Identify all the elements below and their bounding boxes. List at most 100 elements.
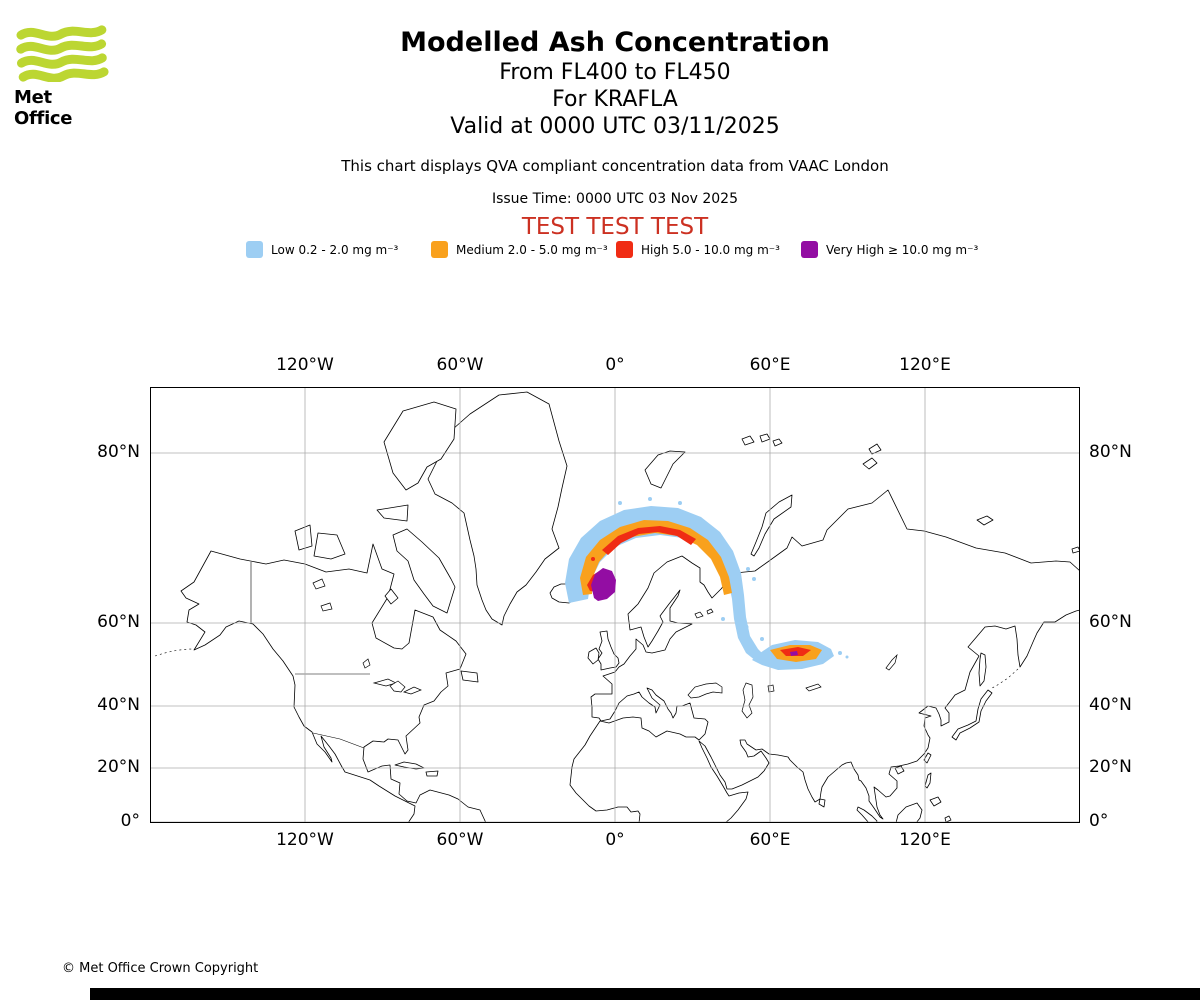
ash-veryhigh-blob-east	[790, 651, 798, 656]
landmass-luzon	[924, 772, 932, 789]
legend-swatch-medium	[431, 241, 448, 258]
lon-tick-top-0: 120°W	[276, 355, 334, 375]
ash-low-speckle	[743, 624, 749, 630]
landmass-sri-lanka	[818, 798, 826, 808]
world-map	[150, 387, 1081, 824]
landmass-taiwan	[923, 752, 932, 764]
landmass-halmahera	[944, 815, 952, 823]
lon-tick-bottom-3: 60°E	[749, 830, 791, 850]
borders	[154, 562, 1019, 749]
issue-time: Issue Time: 0000 UTC 03 Nov 2025	[491, 191, 739, 207]
lat-tick-left-4: 0°	[120, 811, 140, 831]
legend-swatch-veryhigh	[801, 241, 818, 258]
ash-low-speckle	[618, 501, 622, 505]
ash-low-speckle	[678, 501, 682, 505]
lake-winnipeg	[362, 658, 371, 669]
ash-high-crest	[602, 526, 696, 555]
lat-tick-right-1: 60°N	[1089, 612, 1132, 632]
landmass-hainan	[894, 765, 905, 775]
landmass-devon-island	[376, 504, 409, 522]
landmass-ellesmere	[383, 401, 457, 491]
legend-label-low: Low 0.2 - 2.0 mg m⁻³	[271, 242, 399, 257]
landmass-britain	[597, 630, 620, 671]
lake-erie-ontario	[403, 686, 422, 695]
lat-tick-left-1: 60°N	[97, 612, 140, 632]
landmass-americas	[180, 543, 487, 824]
bottom-bar	[90, 988, 1200, 1000]
border-us-mexico	[312, 732, 365, 749]
legend-label-medium: Medium 2.0 - 5.0 mg m⁻³	[456, 242, 608, 257]
lon-tick-top-1: 60°W	[436, 355, 484, 375]
logo-waves-icon	[16, 25, 109, 83]
volcano-line: For KRAFLA	[552, 87, 678, 112]
test-banner: TEST TEST TEST	[521, 214, 709, 240]
ash-low-speckle	[838, 651, 842, 655]
landmass-japan	[951, 689, 993, 741]
lake-michigan-huron	[389, 680, 406, 693]
met-office-logo: Met Office	[14, 24, 114, 129]
lon-tick-top-3: 60°E	[749, 355, 791, 375]
ash-veryhigh-layer	[591, 568, 798, 656]
landmass-new-siberian-islands	[976, 515, 994, 526]
legend-swatch-high	[616, 241, 633, 258]
lon-tick-bottom-0: 120°W	[276, 830, 334, 850]
landmass-borneo	[895, 802, 923, 824]
kuril-chain	[989, 668, 1019, 690]
lake-baikal	[885, 653, 898, 671]
landmass-severnaya-zemlya	[862, 443, 882, 470]
lon-tick-bottom-2: 0°	[605, 830, 625, 850]
map-canvas	[150, 387, 1081, 824]
lon-tick-top-4: 120°E	[899, 355, 951, 375]
landmass-wrangel	[1071, 546, 1081, 554]
lat-tick-right-3: 20°N	[1089, 757, 1132, 777]
caspian-sea	[741, 682, 754, 719]
landmass-novaya-zemlya	[750, 494, 793, 557]
ash-low-speckle	[752, 577, 756, 581]
legend-item-high: High 5.0 - 10.0 mg m⁻³	[616, 241, 801, 258]
ash-low-speckle	[721, 617, 725, 621]
ash-low-speckle	[746, 567, 750, 571]
great-slave-lake	[320, 602, 333, 612]
ash-high-speckle	[591, 557, 595, 561]
map-frame	[150, 387, 1080, 823]
lon-tick-top-2: 0°	[605, 355, 625, 375]
landmass-greenland	[427, 391, 568, 626]
ash-low-speckle	[845, 655, 849, 659]
landmass-southampton	[384, 588, 399, 605]
lat-tick-right-4: 0°	[1089, 811, 1109, 831]
landmass-svalbard	[644, 450, 686, 489]
landmass-baffin-island	[392, 528, 456, 614]
ash-low-speckle	[648, 497, 652, 501]
lake-onega	[706, 608, 714, 615]
legend: Low 0.2 - 2.0 mg m⁻³ Medium 2.0 - 5.0 mg…	[246, 241, 986, 258]
landmass-sakhalin	[978, 652, 987, 687]
lon-tick-bottom-1: 60°W	[436, 830, 484, 850]
copyright-notice: © Met Office Crown Copyright	[62, 961, 259, 976]
landmass-hispaniola	[425, 770, 439, 777]
lat-tick-right-2: 40°N	[1089, 695, 1132, 715]
great-bear-lake	[312, 578, 326, 590]
legend-label-high: High 5.0 - 10.0 mg m⁻³	[641, 242, 780, 257]
ash-low-speckle	[738, 610, 742, 614]
lake-balkhash	[805, 683, 822, 692]
landmass-sumatra	[856, 806, 878, 824]
landmass-newfoundland	[460, 670, 479, 683]
lat-tick-right-0: 80°N	[1089, 442, 1132, 462]
aral-sea	[767, 684, 775, 693]
legend-item-medium: Medium 2.0 - 5.0 mg m⁻³	[431, 241, 616, 258]
landmasses	[180, 391, 1081, 824]
lake-ladoga	[694, 611, 704, 619]
aleutian-chain	[154, 648, 195, 657]
lat-tick-left-0: 80°N	[97, 442, 140, 462]
legend-label-veryhigh: Very High ≥ 10.0 mg m⁻³	[826, 242, 979, 257]
lon-tick-bottom-4: 120°E	[899, 830, 951, 850]
flight-level-line: From FL400 to FL450	[499, 60, 731, 85]
lat-tick-left-2: 40°N	[97, 695, 140, 715]
legend-item-low: Low 0.2 - 2.0 mg m⁻³	[246, 241, 431, 258]
lakes	[312, 578, 898, 719]
legend-swatch-low	[246, 241, 263, 258]
ash-veryhigh-source	[591, 568, 616, 601]
lat-tick-left-3: 20°N	[97, 757, 140, 777]
chart-title: Modelled Ash Concentration	[400, 27, 830, 58]
landmass-victoria-island	[313, 532, 346, 560]
